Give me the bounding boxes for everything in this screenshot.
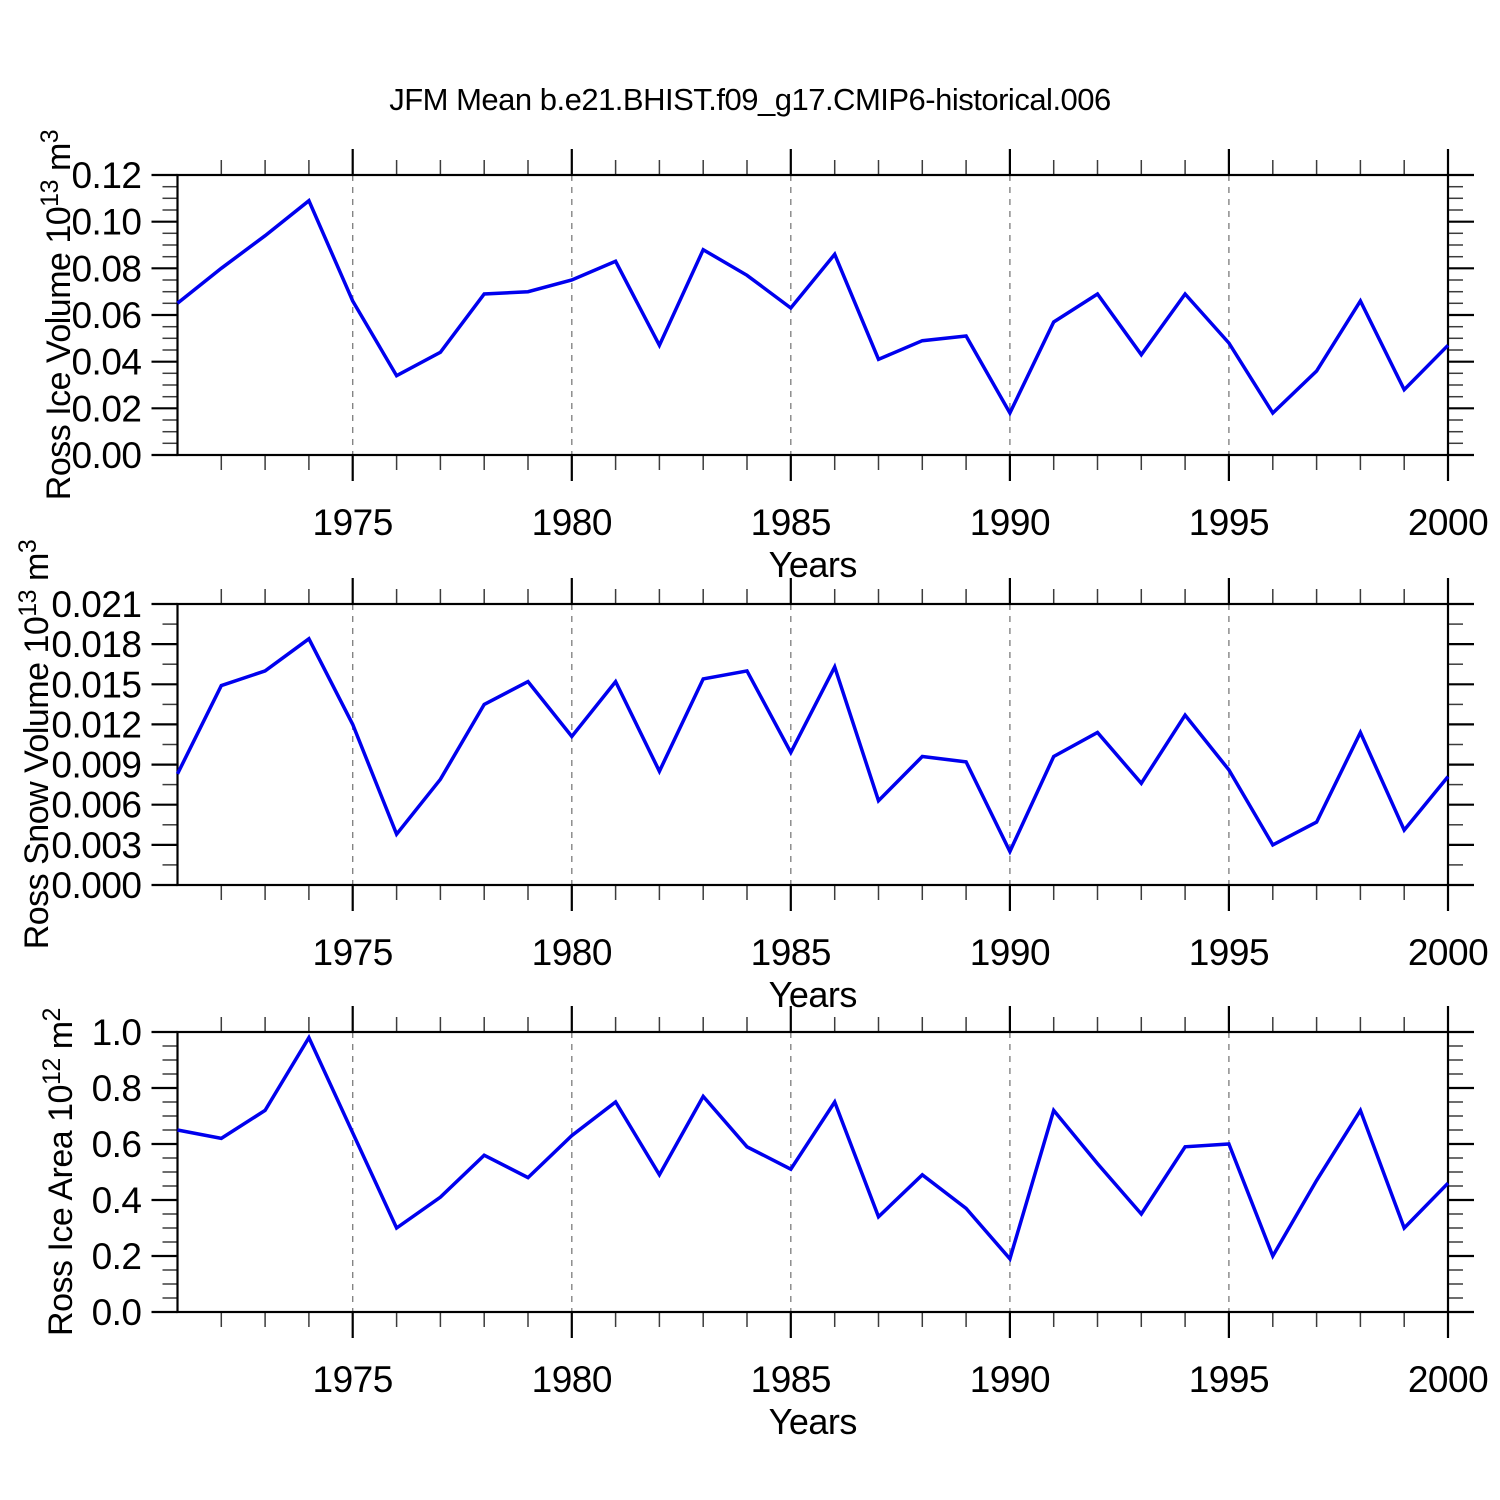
x-tick-label: 2000 (1408, 1359, 1488, 1400)
y-tick-label: 0.003 (51, 825, 141, 866)
panel-ross-ice-volume: 0.00 0.02 0.04 0.06 0.08 0.10 0.12 1975 1980 1985… (36, 130, 1489, 585)
y-tick-label: 0.06 (71, 295, 141, 336)
x-tick-label: 1980 (532, 502, 612, 543)
x-tick-label: 1995 (1189, 1359, 1269, 1400)
y-tick-label: 0.018 (51, 624, 141, 665)
x-tick-label: 1990 (970, 1359, 1050, 1400)
plot-border (176, 173, 1450, 457)
x-tick-label: 1975 (313, 932, 393, 973)
x-tick-label: 1985 (751, 1359, 831, 1400)
y-tick-label: 0.08 (71, 248, 141, 289)
panel-ross-snow-volume: 0.0000.0030.0060.0090.0120.0150.0180.021… (14, 540, 1489, 1015)
x-tick-label: 2000 (1408, 932, 1488, 973)
y-tick-label: 0.021 (51, 584, 141, 625)
y-tick-label: 0.000 (51, 865, 141, 906)
x-axis-title: Years (769, 544, 857, 585)
y-tick-label: 0.8 (92, 1068, 142, 1109)
y-tick-label: 0.012 (51, 704, 141, 745)
x-tick-label: 1980 (532, 932, 612, 973)
y-tick-label: 0.009 (51, 745, 141, 786)
y-tick-label: 0.12 (71, 155, 141, 196)
y-tick-label: 0.4 (92, 1180, 142, 1221)
y-tick-label: 0.04 (71, 342, 141, 383)
panel-ross-ice-area: 0.0 0.2 0.4 0.6 0.8 1.0 1975 1980 1985 1990 1995 20… (38, 1006, 1489, 1442)
x-tick-label: 1990 (970, 932, 1050, 973)
ross-snow-volume-line (175, 636, 1450, 856)
figure-title: JFM Mean b.e21.BHIST.f09_g17.CMIP6-histo… (389, 82, 1111, 117)
x-axis-title: Years (769, 974, 857, 1015)
x-tick-label: 1995 (1189, 932, 1269, 973)
y-tick-label: 0.02 (71, 388, 141, 429)
x-tick-label: 1990 (970, 502, 1050, 543)
y-tick-label: 0.006 (51, 785, 141, 826)
y-tick-label: 1.0 (92, 1012, 142, 1053)
y-tick-label: 0.2 (92, 1236, 142, 1277)
ross-ice-volume-line (176, 197, 1450, 417)
plot-border (176, 602, 1450, 887)
y-tick-label: 0.10 (71, 202, 141, 243)
y-tick-label: 0.00 (71, 435, 141, 476)
y-axis-title: Ross Snow Volume 1013 m3 (14, 540, 56, 950)
y-tick-label: 0.6 (92, 1124, 142, 1165)
plot-border (176, 1030, 1450, 1314)
x-tick-label: 2000 (1408, 502, 1488, 543)
y-tick-label: 0.015 (51, 664, 141, 705)
y-axis-title: Ross Ice Volume 1013 m3 (36, 130, 78, 500)
x-tick-label: 1985 (751, 502, 831, 543)
x-tick-label: 1995 (1189, 502, 1269, 543)
y-tick-label: 0.0 (92, 1292, 142, 1333)
x-tick-label: 1975 (313, 1359, 393, 1400)
x-tick-label: 1975 (313, 502, 393, 543)
ross-ice-area-line (177, 1033, 1450, 1263)
x-axis-title: Years (769, 1401, 857, 1442)
x-tick-label: 1980 (532, 1359, 612, 1400)
x-tick-label: 1985 (751, 932, 831, 973)
y-axis-title: Ross Ice Area 1012 m2 (38, 1008, 80, 1336)
